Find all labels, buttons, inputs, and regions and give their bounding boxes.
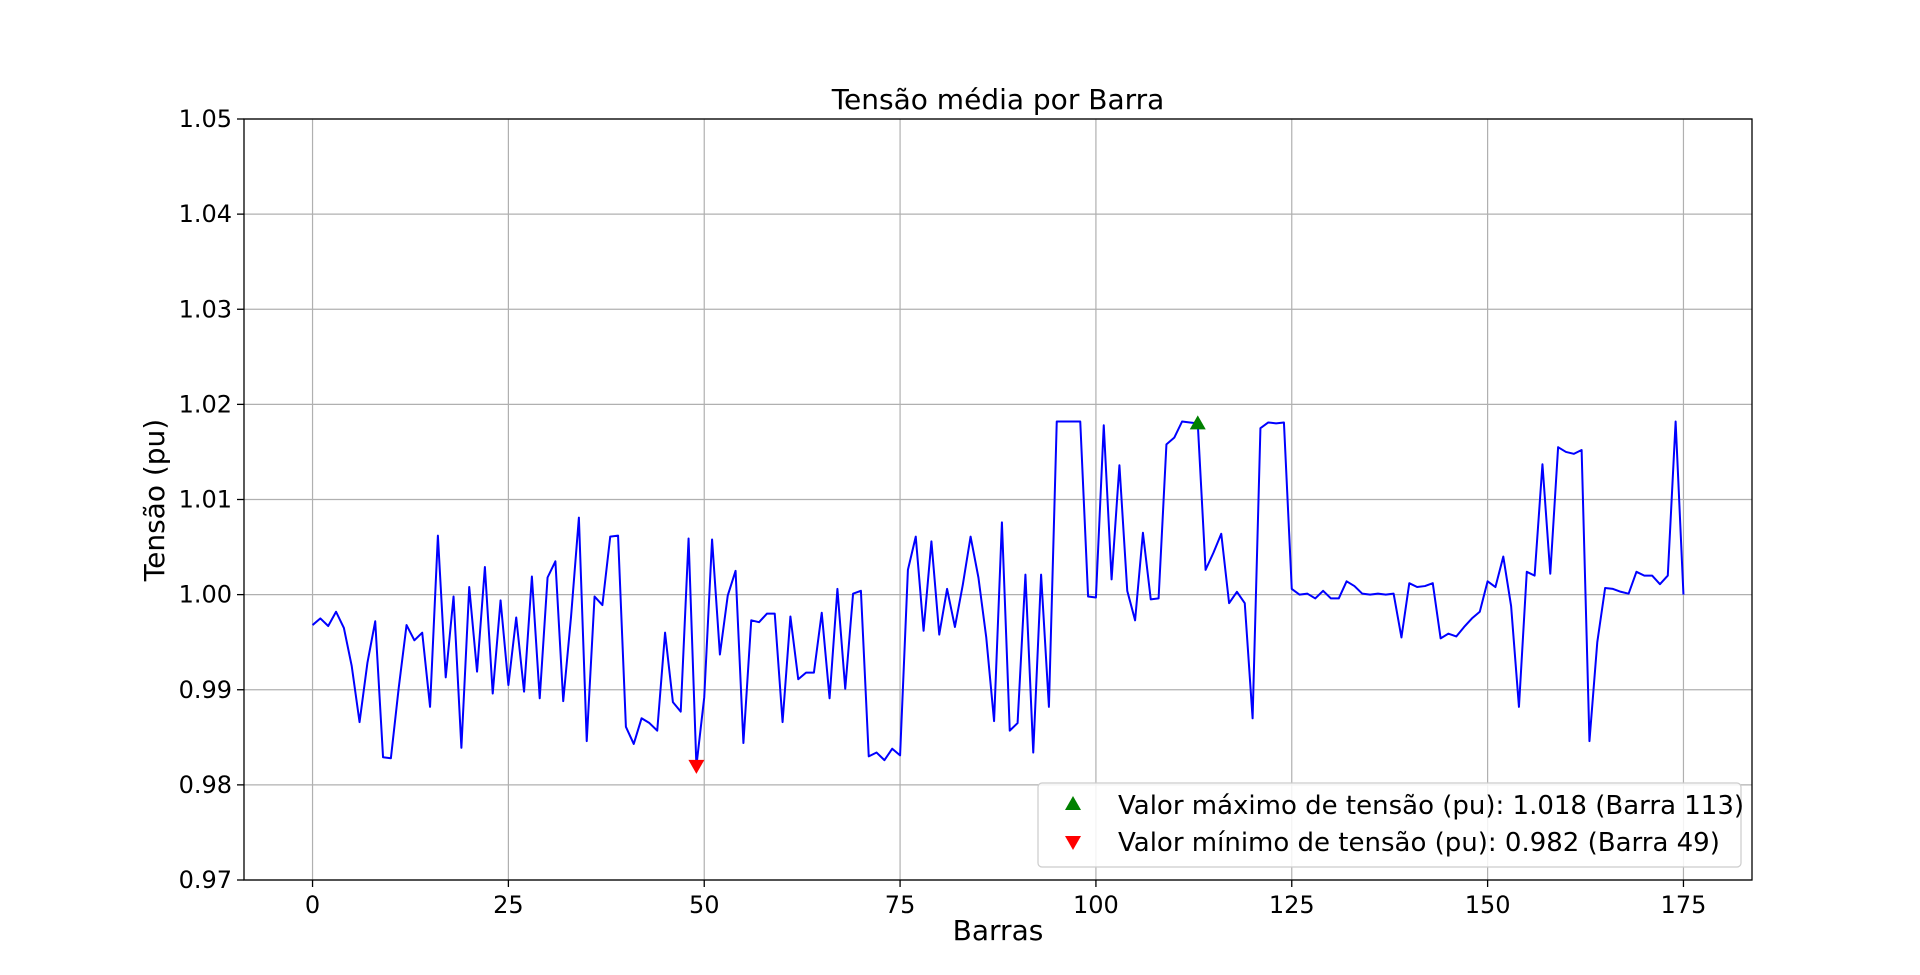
x-tick-label: 75 <box>885 891 916 919</box>
y-axis-label: Tensão (pu) <box>138 419 171 582</box>
x-tick-label: 25 <box>493 891 524 919</box>
legend-max-label: Valor máximo de tensão (pu): 1.018 (Barr… <box>1118 791 1744 821</box>
markers <box>688 415 1206 774</box>
y-tick-label: 1.05 <box>179 105 232 133</box>
y-tick-label: 0.97 <box>179 866 232 894</box>
legend-min-marker-icon <box>1065 836 1081 850</box>
legend-max-marker-icon <box>1065 796 1081 810</box>
x-tick-label: 0 <box>305 891 320 919</box>
y-tick-label: 1.02 <box>179 390 232 418</box>
x-axis-label: Barras <box>953 914 1044 947</box>
x-tick-label: 175 <box>1661 891 1707 919</box>
x-tick-label: 125 <box>1269 891 1315 919</box>
grid <box>244 118 1752 881</box>
max-voltage-marker <box>1189 415 1206 430</box>
y-tick-label: 1.01 <box>179 486 232 514</box>
legend-box <box>1037 782 1742 868</box>
legend: Valor máximo de tensão (pu): 1.018 (Barr… <box>1037 782 1744 868</box>
y-tick-label: 1.00 <box>179 581 232 609</box>
chart-title: Tensão média por Barra <box>831 83 1165 116</box>
voltage-series-line <box>311 420 1685 767</box>
x-tick-label: 100 <box>1073 891 1119 919</box>
legend-min-label: Valor mínimo de tensão (pu): 0.982 (Barr… <box>1118 828 1720 858</box>
axis-ticks: 0 25 50 75 100 125 150 175 0.97 0.98 0.99 1.00 1.01 1… <box>179 105 1707 919</box>
x-tick-label: 50 <box>689 891 720 919</box>
y-tick-label: 1.04 <box>179 200 232 228</box>
series-lines <box>311 420 1685 767</box>
y-tick-label: 0.98 <box>179 771 232 799</box>
y-tick-label: 0.99 <box>179 676 232 704</box>
x-tick-label: 150 <box>1465 891 1511 919</box>
y-tick-label: 1.03 <box>179 295 232 323</box>
min-voltage-marker <box>688 759 705 774</box>
